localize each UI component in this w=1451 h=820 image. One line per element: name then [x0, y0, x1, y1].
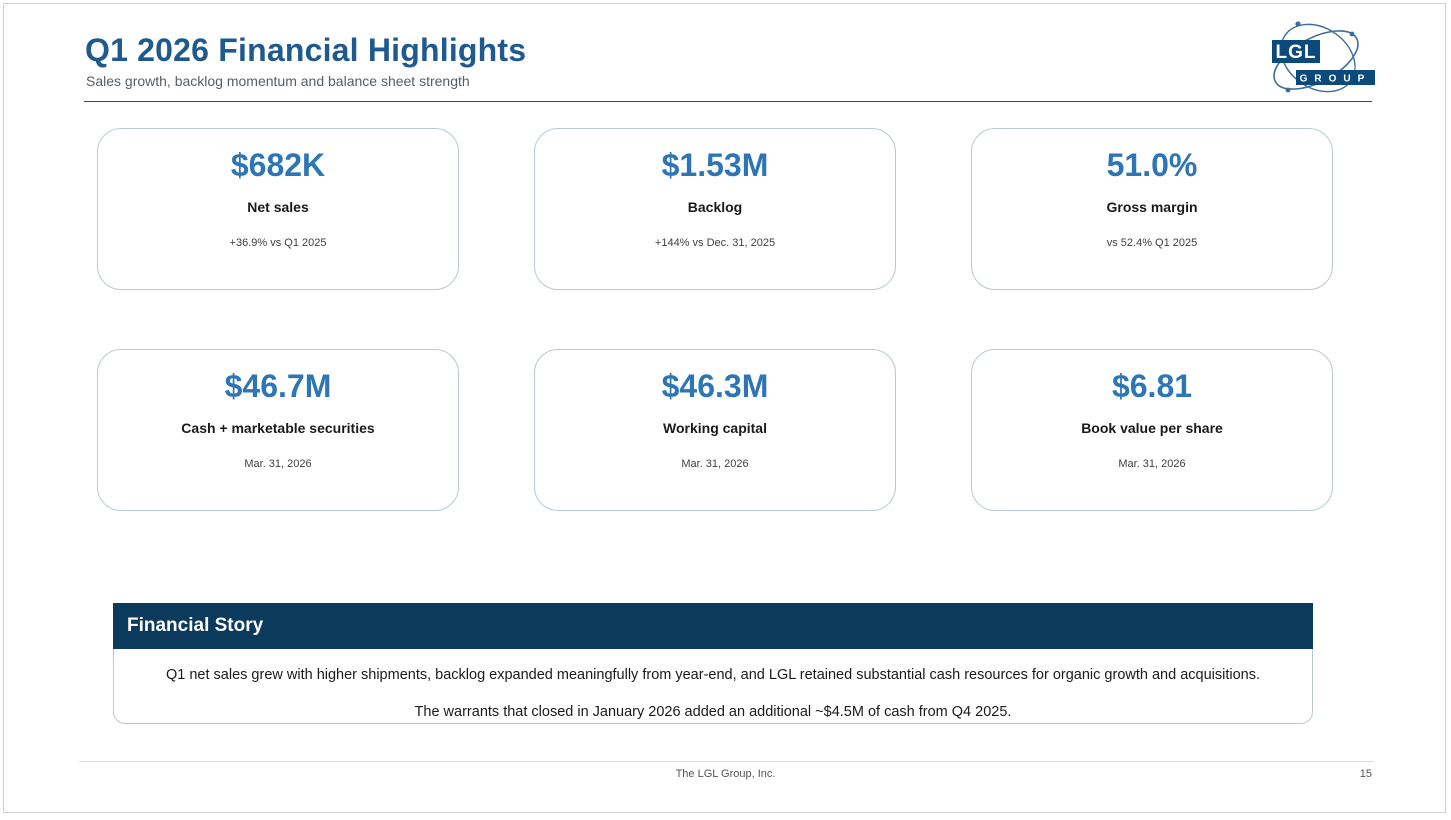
metric-label: Net sales — [247, 199, 309, 215]
footer-divider — [79, 761, 1374, 762]
metric-note: +36.9% vs Q1 2025 — [229, 237, 327, 249]
metric-card-cash: $46.7M Cash + marketable securities Mar.… — [97, 349, 459, 511]
financial-story-paragraph: Q1 net sales grew with higher shipments,… — [165, 667, 1260, 683]
metric-card-working-capital: $46.3M Working capital Mar. 31, 2026 — [534, 349, 896, 511]
metric-card-net-sales: $682K Net sales +36.9% vs Q1 2025 — [97, 128, 459, 290]
metric-label: Working capital — [663, 420, 767, 436]
metric-value: 51.0% — [1106, 147, 1198, 183]
financial-story-paragraph: The warrants that closed in January 2026… — [414, 704, 1012, 720]
metric-note: Mar. 31, 2026 — [681, 458, 749, 470]
slide-subtitle: Sales growth, backlog momentum and balan… — [86, 73, 470, 89]
metric-value: $6.81 — [1111, 368, 1193, 404]
metric-value: $46.7M — [224, 368, 332, 404]
metric-label: Backlog — [687, 199, 743, 215]
logo-top-text: LGL — [1276, 42, 1317, 63]
lgl-group-logo: LGL GROUP — [1272, 21, 1375, 93]
header-divider — [84, 101, 1372, 102]
page-number: 15 — [1359, 768, 1372, 780]
metric-value: $1.53M — [661, 147, 769, 183]
metric-note: vs 52.4% Q1 2025 — [1106, 237, 1198, 249]
logo-bottom-text: GROUP — [1300, 74, 1372, 85]
metric-value: $46.3M — [661, 368, 769, 404]
slide: Q1 2026 Financial Highlights Sales growt… — [3, 3, 1446, 813]
metric-card-gross-margin: 51.0% Gross margin vs 52.4% Q1 2025 — [971, 128, 1333, 290]
financial-story-panel: Financial Story Q1 net sales grew with h… — [113, 603, 1313, 724]
metric-label: Book value per share — [1081, 420, 1223, 436]
financial-story-header: Financial Story — [113, 603, 1313, 649]
footer-company: The LGL Group, Inc. — [675, 768, 776, 780]
slide-title: Q1 2026 Financial Highlights — [85, 32, 527, 68]
metric-note: Mar. 31, 2026 — [244, 458, 312, 470]
metric-note: Mar. 31, 2026 — [1118, 458, 1186, 470]
metric-card-backlog: $1.53M Backlog +144% vs Dec. 31, 2025 — [534, 128, 896, 290]
financial-story-title: Financial Story — [127, 615, 264, 636]
metric-label: Gross margin — [1106, 199, 1198, 215]
metric-value: $682K — [230, 147, 326, 183]
metric-label: Cash + marketable securities — [181, 420, 375, 436]
metric-card-book-value: $6.81 Book value per share Mar. 31, 2026 — [971, 349, 1333, 511]
metric-note: +144% vs Dec. 31, 2025 — [654, 237, 776, 249]
